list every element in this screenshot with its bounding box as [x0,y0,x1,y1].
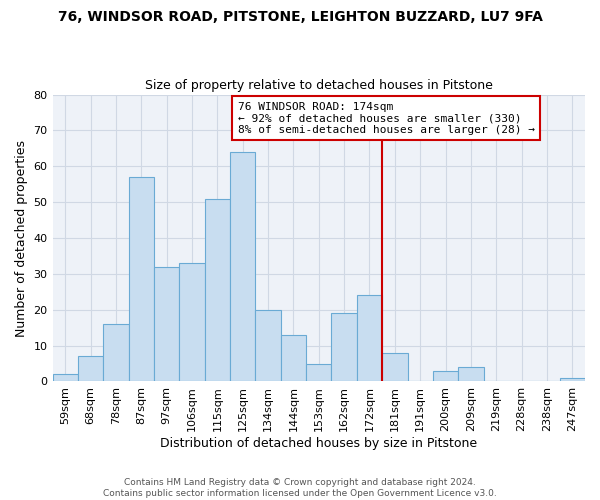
Bar [205,198,230,382]
Bar [382,353,407,382]
X-axis label: Distribution of detached houses by size in Pitstone: Distribution of detached houses by size … [160,437,478,450]
Text: 76 WINDSOR ROAD: 174sqm
← 92% of detached houses are smaller (330)
8% of semi-de: 76 WINDSOR ROAD: 174sqm ← 92% of detache… [238,102,535,135]
Bar [306,364,331,382]
Bar [179,263,205,382]
Bar [357,296,382,382]
Text: 76, WINDSOR ROAD, PITSTONE, LEIGHTON BUZZARD, LU7 9FA: 76, WINDSOR ROAD, PITSTONE, LEIGHTON BUZ… [58,10,542,24]
Bar [53,374,78,382]
Bar [128,177,154,382]
Bar [78,356,103,382]
Bar [331,314,357,382]
Text: Contains HM Land Registry data © Crown copyright and database right 2024.
Contai: Contains HM Land Registry data © Crown c… [103,478,497,498]
Bar [154,266,179,382]
Bar [281,335,306,382]
Bar [560,378,585,382]
Bar [256,310,281,382]
Bar [230,152,256,382]
Title: Size of property relative to detached houses in Pitstone: Size of property relative to detached ho… [145,79,493,92]
Bar [458,367,484,382]
Y-axis label: Number of detached properties: Number of detached properties [15,140,28,336]
Bar [433,370,458,382]
Bar [103,324,128,382]
